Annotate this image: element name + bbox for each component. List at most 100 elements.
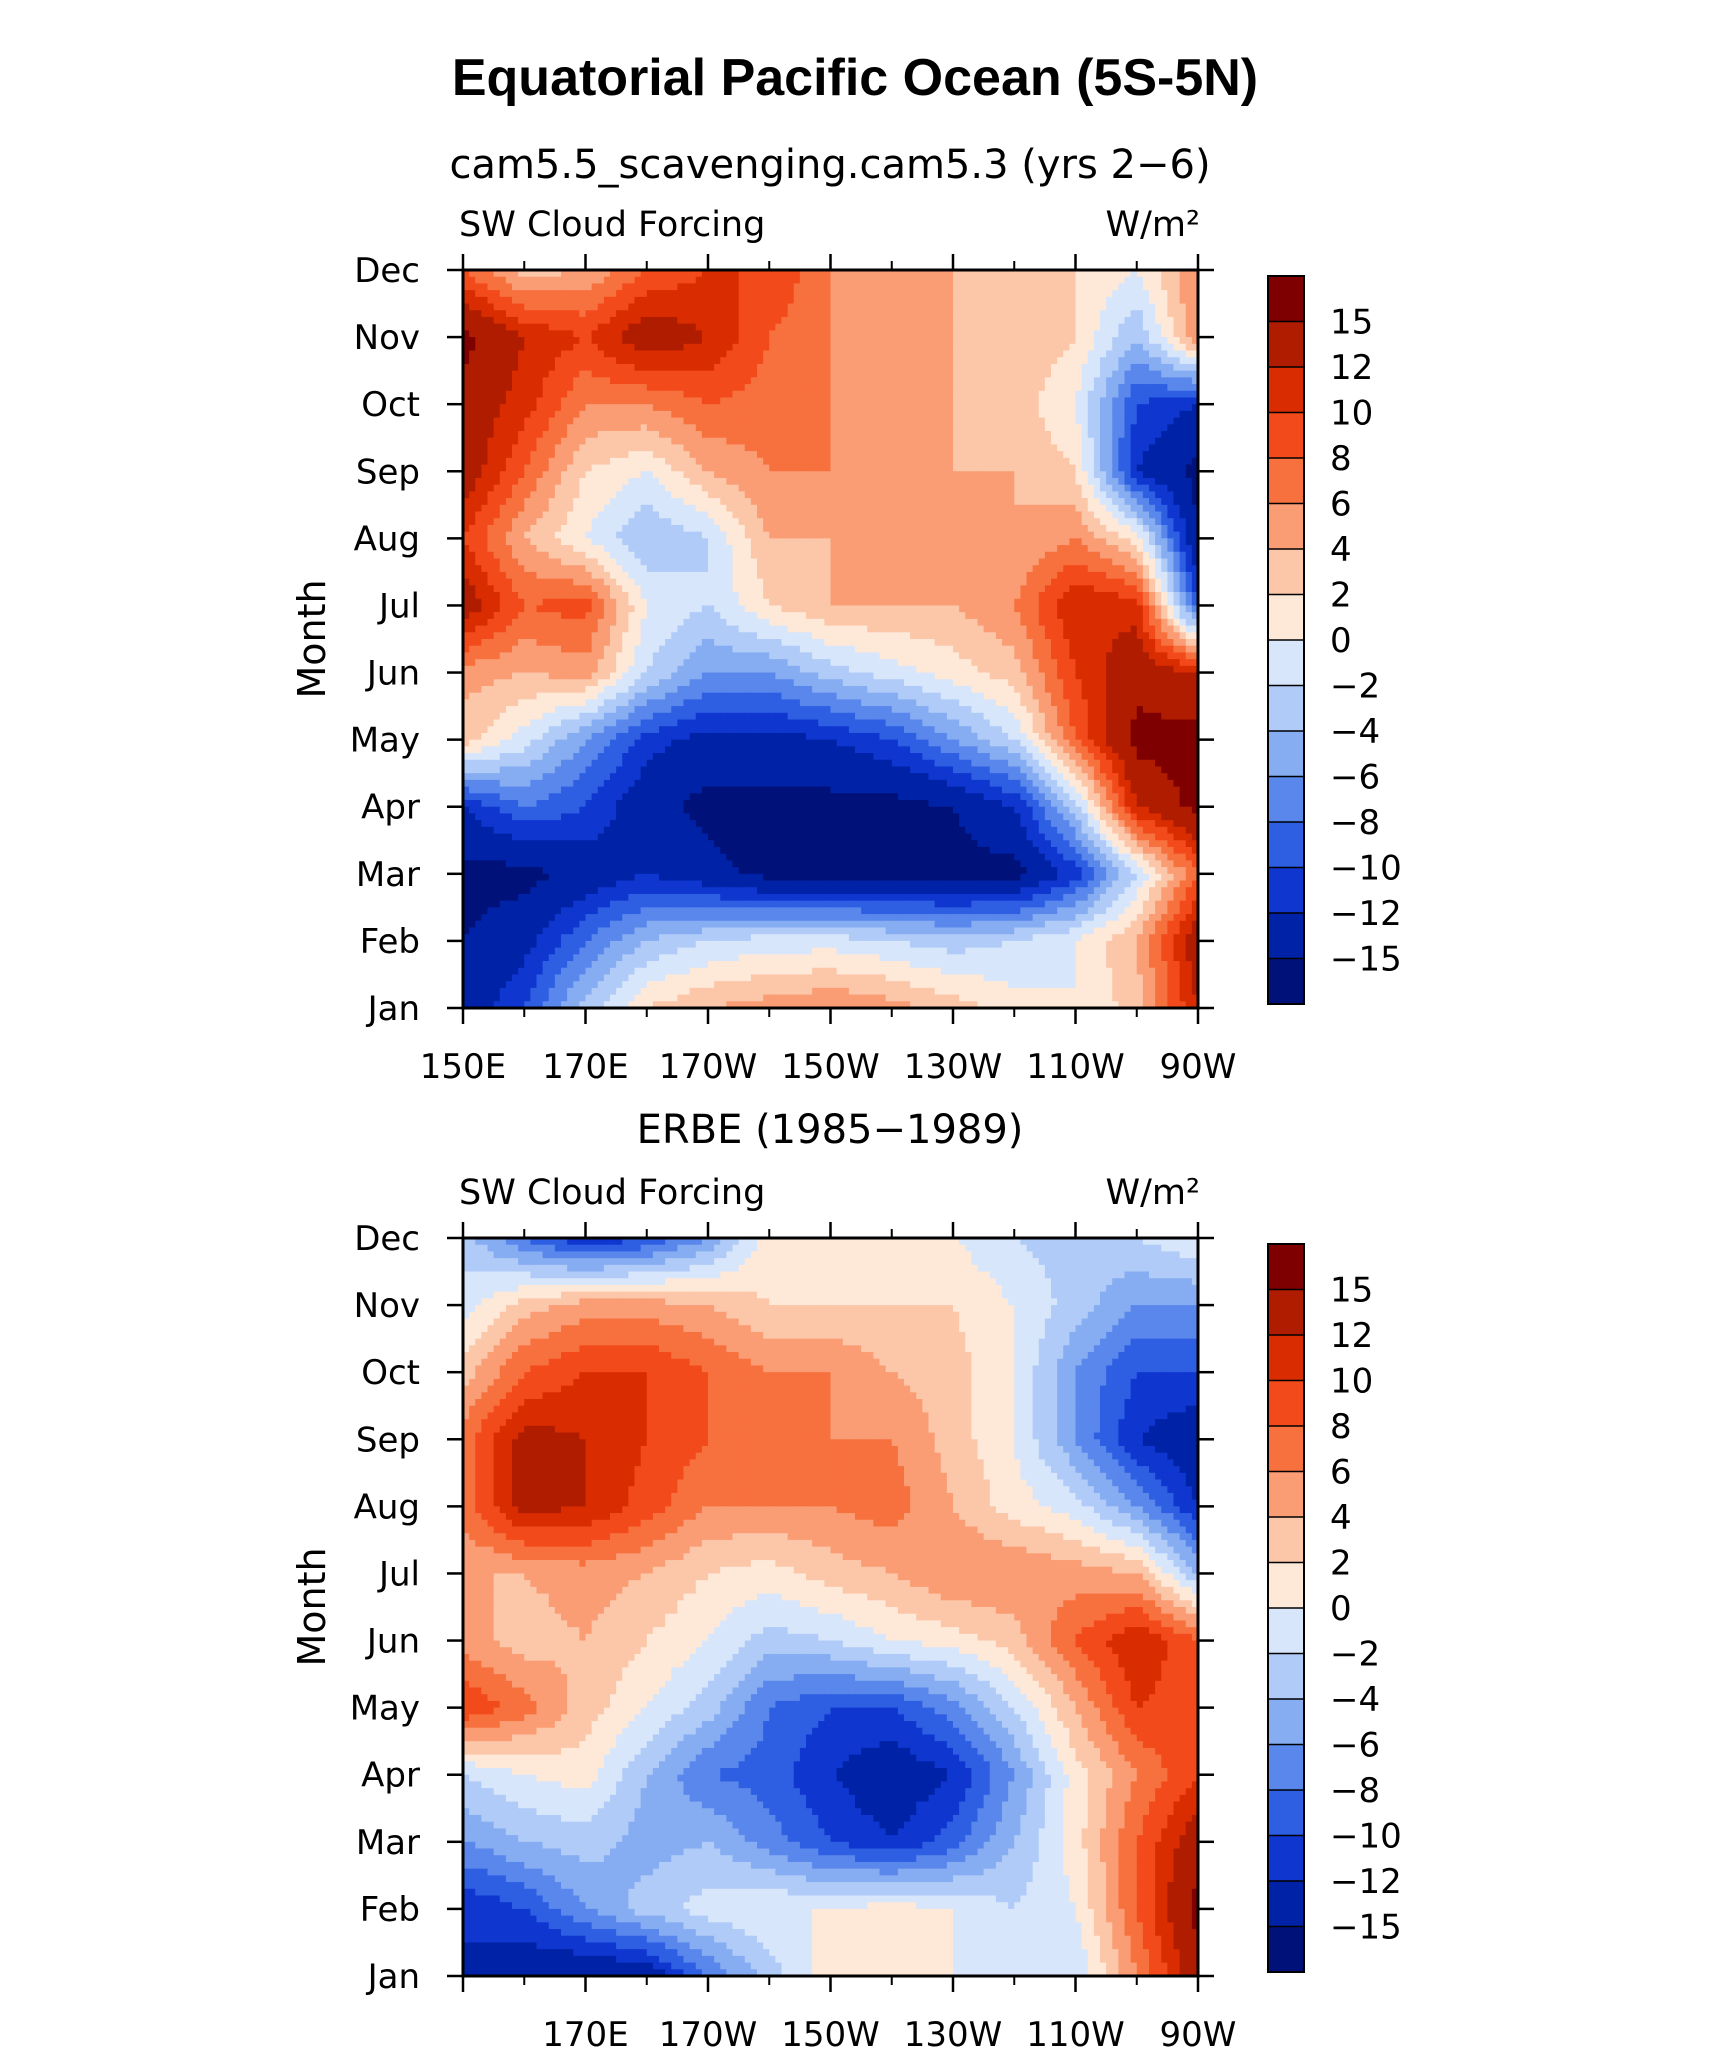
heatmap-cell xyxy=(1185,370,1193,378)
heatmap-cell xyxy=(971,343,979,352)
heatmap-cell xyxy=(1100,363,1107,372)
heatmap-cell xyxy=(573,404,580,412)
heatmap-cell xyxy=(842,384,850,392)
heatmap-cell xyxy=(873,337,881,345)
heatmap-cell xyxy=(603,464,611,472)
heatmap-cell xyxy=(579,444,587,452)
heatmap-cell xyxy=(1161,444,1168,452)
heatmap-cell xyxy=(1020,457,1028,466)
heatmap-cell xyxy=(714,303,721,311)
heatmap-cell xyxy=(487,337,495,345)
heatmap-cell xyxy=(512,296,519,305)
heatmap-cell xyxy=(1191,457,1199,466)
heatmap-cell xyxy=(603,498,611,506)
heatmap-cell xyxy=(953,270,960,278)
heatmap-cell xyxy=(505,424,513,432)
heatmap-cell xyxy=(830,384,838,392)
heatmap-cell xyxy=(1118,538,1126,546)
heatmap-cell xyxy=(940,363,948,372)
heatmap-cell xyxy=(622,444,629,452)
heatmap-cell xyxy=(959,290,966,298)
heatmap-cell xyxy=(524,498,531,506)
heatmap-cell xyxy=(567,518,574,526)
heatmap-cell xyxy=(799,390,807,399)
heatmap-cell xyxy=(591,437,599,446)
heatmap-cell xyxy=(518,431,525,439)
heatmap-cell xyxy=(1142,384,1150,392)
heatmap-cell xyxy=(885,276,893,285)
heatmap-cell xyxy=(1112,531,1119,539)
heatmap-cell xyxy=(1185,384,1193,392)
heatmap-cell xyxy=(806,377,813,385)
heatmap-cell xyxy=(940,491,948,499)
heatmap-cell xyxy=(622,471,629,479)
heatmap-cell xyxy=(1093,316,1101,325)
heatmap-cell xyxy=(904,538,911,546)
heatmap-cell xyxy=(1136,330,1144,338)
heatmap-cell xyxy=(781,484,789,492)
heatmap-cell xyxy=(561,384,568,392)
heatmap-cell xyxy=(744,477,752,486)
heatmap-cell xyxy=(481,283,489,291)
heatmap-cell xyxy=(1173,357,1181,365)
heatmap-cell xyxy=(1124,524,1132,533)
heatmap-cell xyxy=(695,444,703,452)
heatmap-cell xyxy=(867,290,874,298)
heatmap-cell xyxy=(585,290,593,298)
heatmap-cell xyxy=(836,296,844,305)
heatmap-cell xyxy=(934,330,942,338)
heatmap-cell xyxy=(677,431,685,439)
heatmap-cell xyxy=(1155,498,1162,506)
heatmap-cell xyxy=(787,524,795,533)
heatmap-cell xyxy=(971,424,979,432)
heatmap-cell xyxy=(806,343,813,352)
heatmap-cell xyxy=(793,370,801,378)
heatmap-cell xyxy=(634,457,642,466)
heatmap-cell xyxy=(677,397,685,405)
heatmap-cell xyxy=(1179,276,1187,285)
heatmap-cell xyxy=(634,498,642,506)
heatmap-cell xyxy=(953,491,960,499)
heatmap-cell xyxy=(512,397,519,405)
heatmap-cell xyxy=(610,538,617,546)
heatmap-cell xyxy=(481,484,489,492)
heatmap-cell xyxy=(1020,363,1028,372)
heatmap-cell xyxy=(512,538,519,546)
heatmap-cell xyxy=(634,377,642,385)
heatmap-cell xyxy=(677,303,685,311)
heatmap-cell xyxy=(640,471,648,479)
heatmap-cell xyxy=(726,477,734,486)
heatmap-cell xyxy=(1173,471,1181,479)
heatmap-cell xyxy=(965,316,972,325)
heatmap-cell xyxy=(916,303,923,311)
heatmap-cell xyxy=(1124,451,1132,459)
heatmap-cell xyxy=(1124,444,1132,452)
heatmap-cell xyxy=(885,296,893,305)
heatmap-cell xyxy=(603,511,611,519)
heatmap-cell xyxy=(787,518,795,526)
heatmap-cell xyxy=(763,397,770,405)
heatmap-cell xyxy=(830,457,838,466)
heatmap-cell xyxy=(775,524,783,533)
heatmap-cell xyxy=(1093,444,1101,452)
heatmap-cell xyxy=(585,471,593,479)
heatmap-cell xyxy=(744,437,752,446)
heatmap-cell xyxy=(818,384,825,392)
heatmap-cell xyxy=(750,390,758,399)
heatmap-cell xyxy=(959,390,966,399)
heatmap-cell xyxy=(787,323,795,331)
heatmap-cell xyxy=(1014,290,1021,298)
heatmap-cell xyxy=(1118,377,1126,385)
heatmap-cell xyxy=(781,276,789,285)
heatmap-cell xyxy=(628,270,636,278)
heatmap-cell xyxy=(830,437,838,446)
heatmap-cell xyxy=(1093,370,1101,378)
heatmap-cell xyxy=(732,404,740,412)
heatmap-cell xyxy=(818,504,825,513)
heatmap-cell xyxy=(677,545,685,553)
heatmap-cell xyxy=(983,437,991,446)
heatmap-cell xyxy=(542,511,550,519)
heatmap-cell xyxy=(848,343,856,352)
heatmap-cell xyxy=(787,276,795,285)
heatmap-cell xyxy=(1179,357,1187,365)
